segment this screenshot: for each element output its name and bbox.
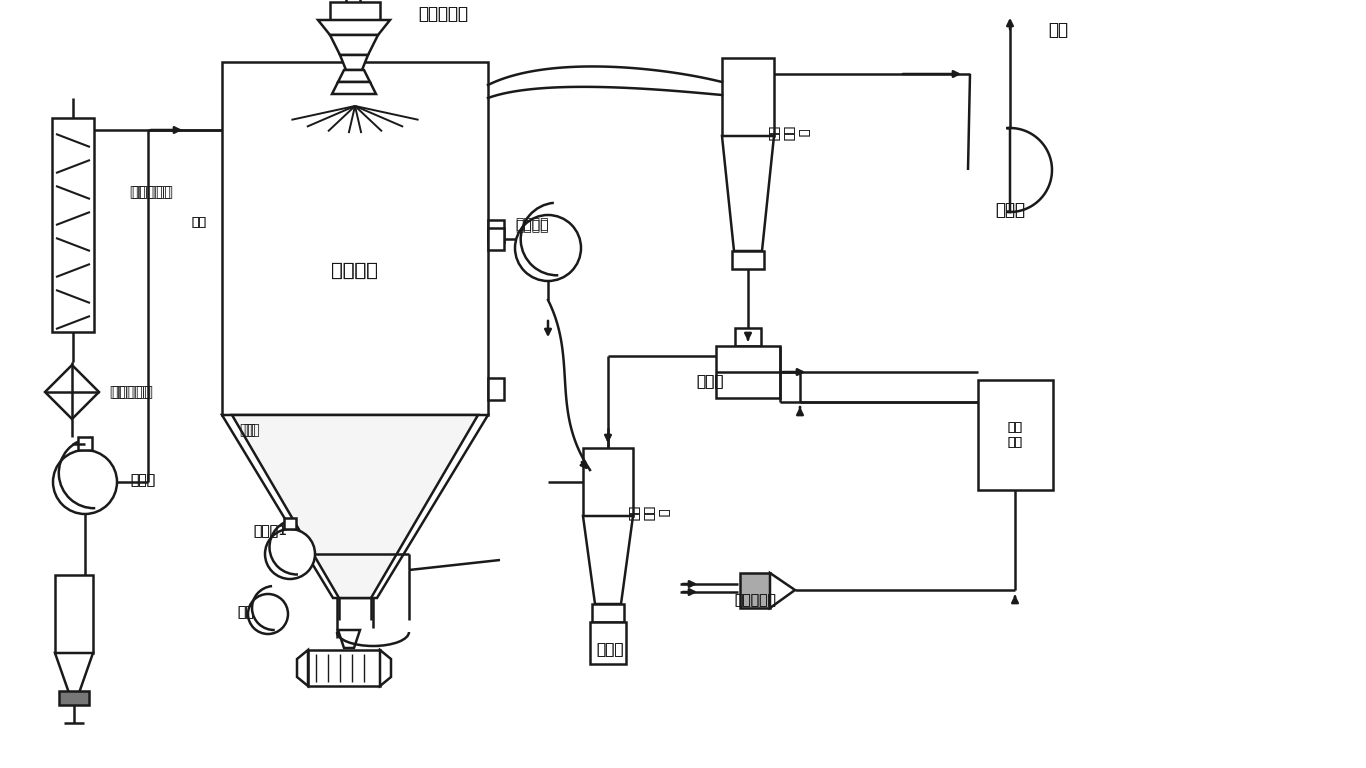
Bar [740, 573, 770, 608]
Bar [716, 346, 780, 398]
Text: 旋流器: 旋流器 [697, 375, 724, 389]
Circle shape [265, 529, 316, 579]
Text: 干燥塔体: 干燥塔体 [332, 260, 378, 280]
Text: 尾气: 尾气 [1048, 21, 1068, 39]
Polygon shape [337, 630, 361, 648]
Text: 收粉筒: 收粉筒 [597, 643, 624, 657]
Text: 电加热气锤: 电加热气锤 [131, 185, 173, 199]
Text: 空气过滤器: 空气过滤器 [734, 593, 776, 607]
Bar [732, 251, 764, 269]
Text: 送风机: 送风机 [130, 473, 156, 487]
Polygon shape [232, 415, 478, 598]
Polygon shape [337, 70, 370, 82]
Bar [488, 220, 504, 242]
Polygon shape [770, 573, 795, 608]
Bar [591, 604, 624, 622]
Text: 回收风机: 回收风机 [515, 217, 549, 231]
Polygon shape [1007, 128, 1052, 212]
Bar [52, 118, 94, 332]
Bar [331, 2, 380, 20]
Text: 蒸汽换热器: 蒸汽换热器 [109, 385, 150, 399]
Text: 气锤: 气锤 [239, 423, 257, 437]
Bar [590, 622, 626, 664]
Text: 高速雾化器: 高速雾化器 [418, 5, 469, 23]
Text: 高速雾化器: 高速雾化器 [418, 5, 469, 23]
Polygon shape [318, 20, 391, 35]
Text: 电加热气锤: 电加热气锤 [128, 185, 171, 199]
Bar [488, 378, 504, 400]
Bar [284, 518, 296, 529]
Text: 气锤: 气锤 [191, 216, 206, 229]
Text: 空气过滤器: 空气过滤器 [734, 593, 776, 607]
Circle shape [249, 594, 288, 634]
Bar [735, 328, 761, 346]
Text: 气锤: 气锤 [191, 216, 206, 229]
Text: 抽风机: 抽风机 [994, 201, 1024, 219]
Polygon shape [380, 650, 391, 686]
Circle shape [515, 215, 581, 281]
Text: 回收风机: 回收风机 [515, 219, 549, 233]
Bar [55, 575, 93, 653]
Text: 气泵: 气泵 [238, 605, 254, 619]
Text: 送风机: 送风机 [130, 473, 156, 487]
Bar [78, 437, 92, 450]
Polygon shape [55, 653, 93, 693]
Polygon shape [331, 35, 378, 55]
Text: 送风机1: 送风机1 [253, 523, 287, 537]
Text: 气锤: 气锤 [243, 423, 261, 437]
Text: 雾风
分离
器: 雾风 分离 器 [769, 124, 811, 140]
Bar [59, 691, 89, 705]
Bar [488, 228, 504, 250]
Polygon shape [723, 136, 775, 251]
Text: 蒸汽换热器: 蒸汽换热器 [111, 385, 153, 399]
Bar [583, 448, 632, 516]
Text: 收粉筒: 收粉筒 [597, 643, 624, 657]
Text: 雾风
分离
器: 雾风 分离 器 [628, 505, 672, 519]
Polygon shape [296, 650, 307, 686]
Text: 气泵: 气泵 [238, 605, 254, 619]
Polygon shape [45, 365, 98, 419]
Polygon shape [340, 55, 367, 70]
Text: 抽风机: 抽风机 [994, 201, 1024, 219]
Text: 雾风
分离
器: 雾风 分离 器 [628, 505, 672, 519]
Text: 干燥塔体: 干燥塔体 [332, 260, 378, 280]
Polygon shape [223, 415, 488, 598]
Bar [307, 650, 380, 686]
Text: 分气
储器: 分气 储器 [1008, 421, 1023, 449]
Text: 送风机1: 送风机1 [253, 523, 287, 537]
Text: 分气
储器: 分气 储器 [1008, 421, 1023, 449]
Text: 旋流器: 旋流器 [697, 375, 724, 389]
Circle shape [53, 450, 117, 514]
Text: 雾风
分离
器: 雾风 分离 器 [769, 124, 811, 140]
Bar [723, 58, 775, 136]
Polygon shape [583, 516, 632, 604]
Bar [978, 380, 1053, 490]
Polygon shape [332, 82, 376, 94]
Bar [223, 62, 488, 415]
Text: 尾气: 尾气 [1048, 21, 1068, 39]
